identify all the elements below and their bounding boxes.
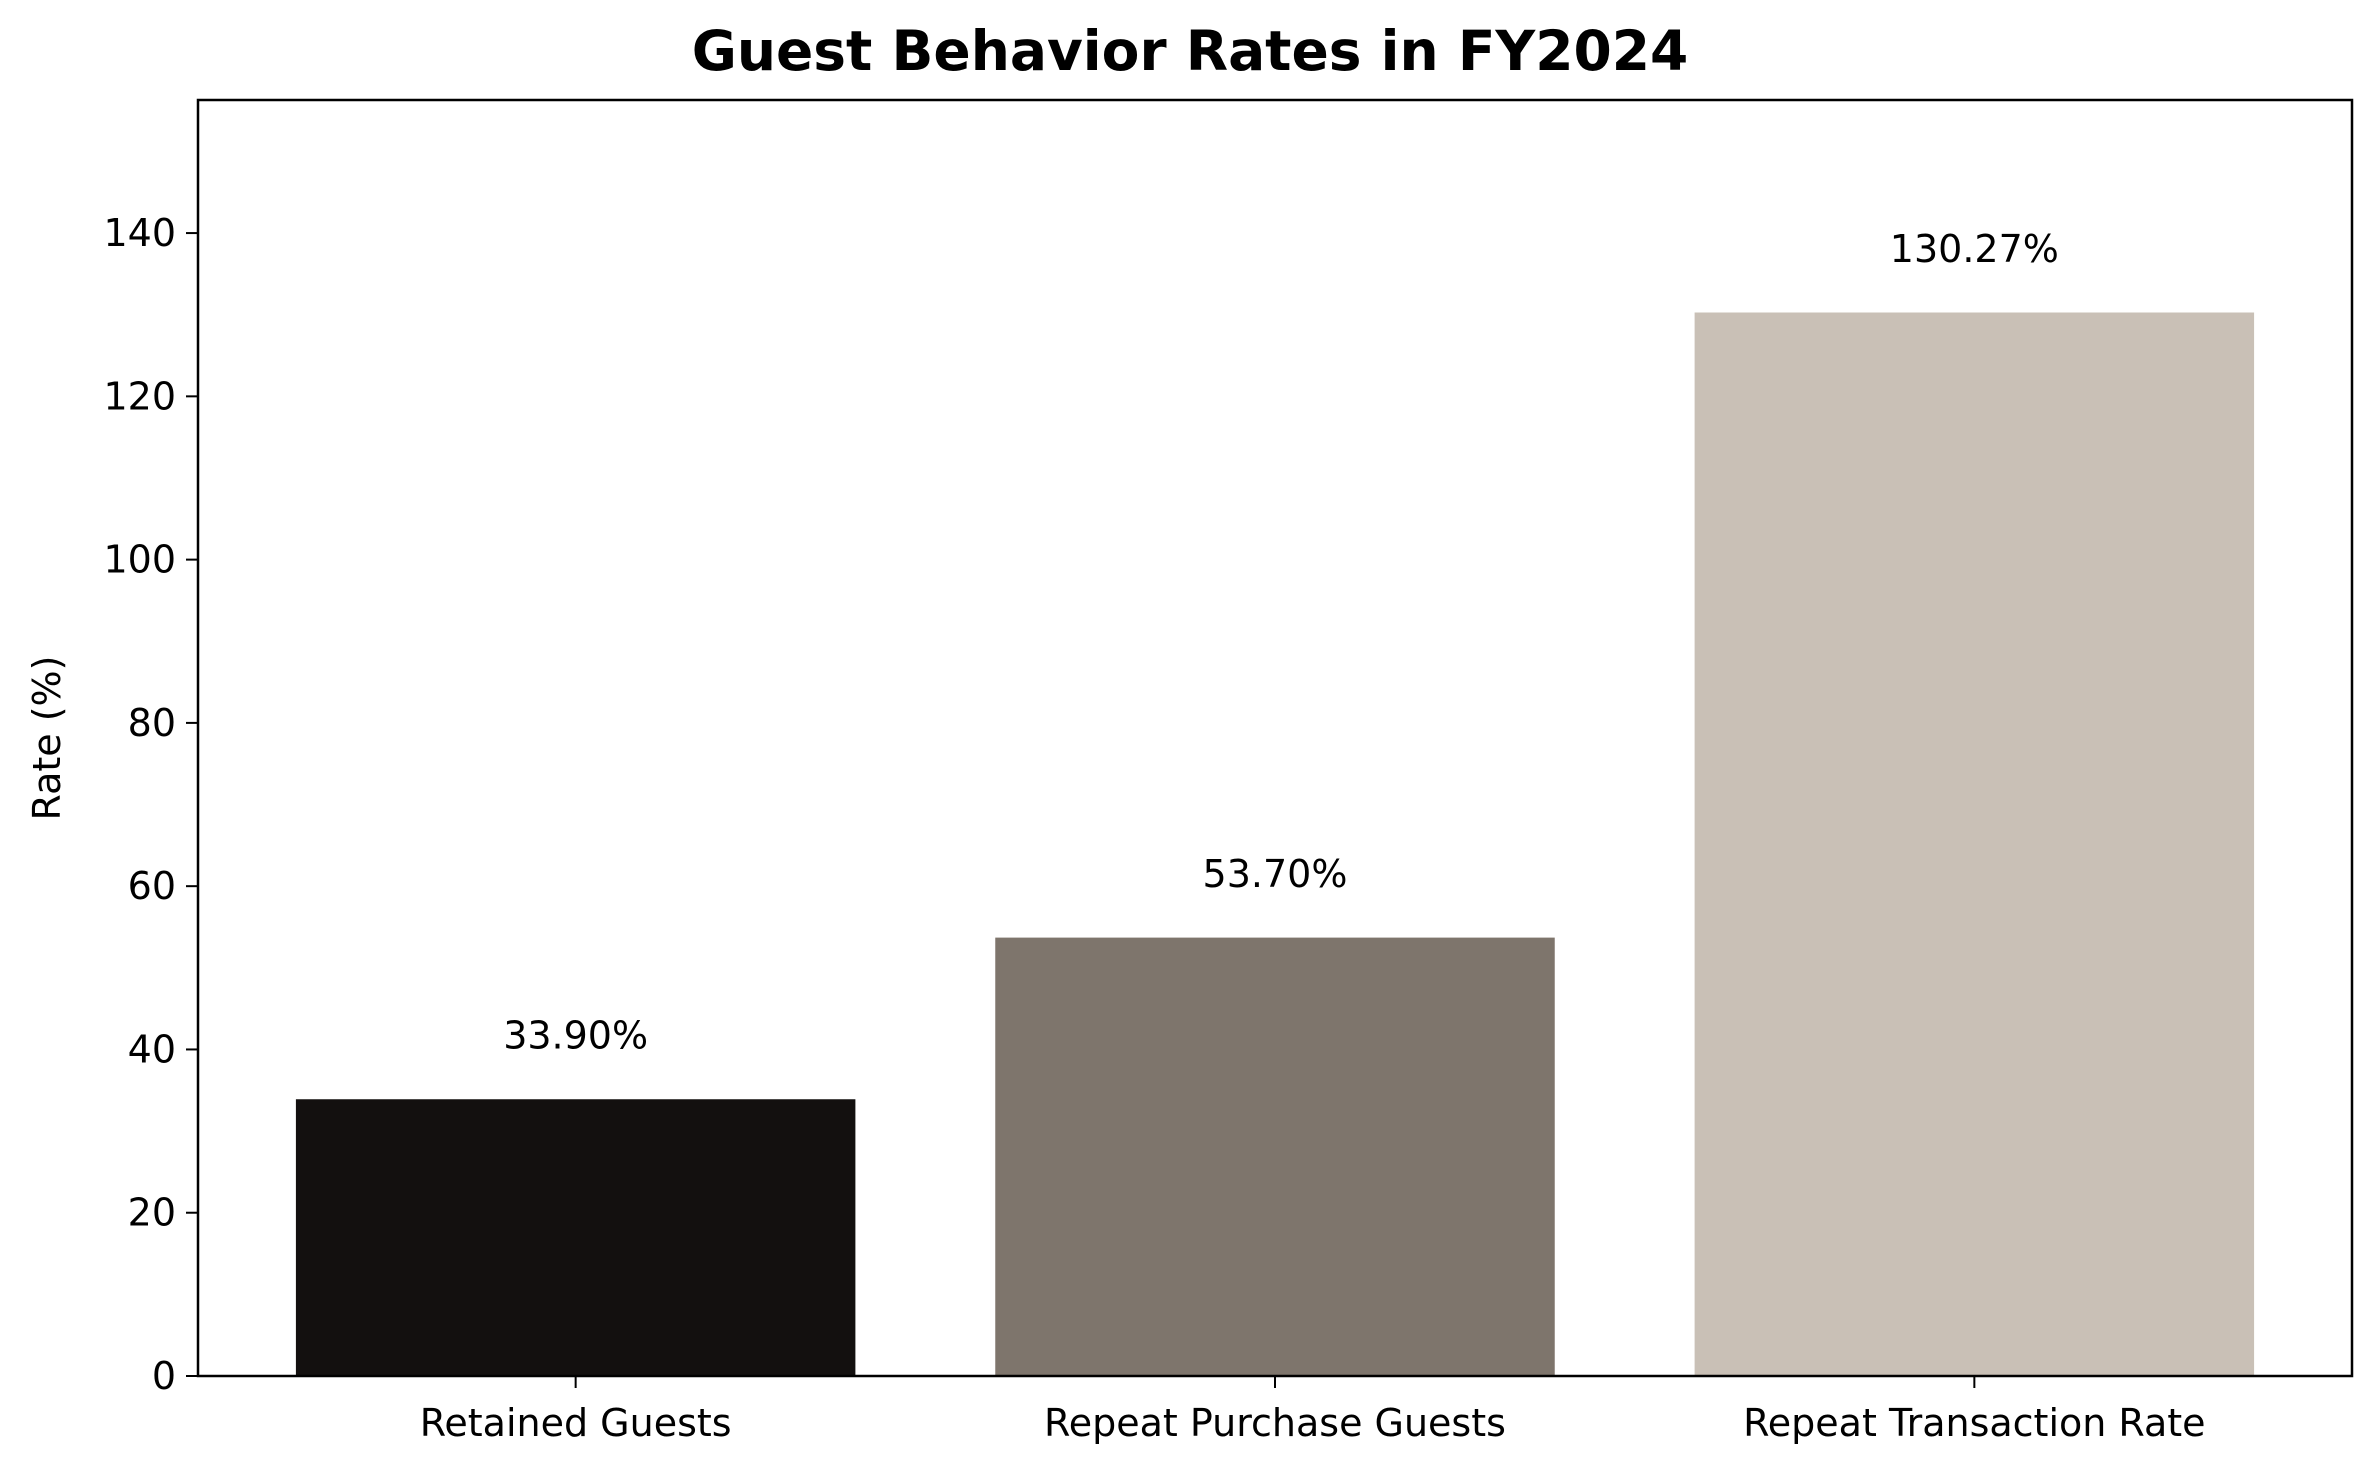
axes-frame bbox=[196, 98, 2354, 1378]
chart-title: Guest Behavior Rates in FY2024 bbox=[692, 19, 1689, 83]
y-tick-label: 60 bbox=[128, 864, 176, 908]
plot-area: 33.90% Retained Guests 53.70% Repeat Purcha… bbox=[103, 98, 2354, 1445]
x-tick-label: Repeat Purchase Guests bbox=[1044, 1401, 1506, 1445]
y-tick-label: 40 bbox=[128, 1027, 176, 1071]
bar-repeat-purchase-guests bbox=[995, 937, 1555, 1376]
bar-retained-guests bbox=[295, 1099, 856, 1376]
x-tick-label: Repeat Transaction Rate bbox=[1743, 1401, 2205, 1445]
y-tick-label: 80 bbox=[128, 701, 176, 745]
data-label: 130.27% bbox=[1890, 227, 2059, 271]
y-tick-label: 0 bbox=[152, 1354, 176, 1398]
y-axis-label: Rate (%) bbox=[25, 656, 69, 821]
y-tick-label: 120 bbox=[103, 374, 176, 418]
y-tick-label: 140 bbox=[103, 211, 176, 255]
x-tick-label: Retained Guests bbox=[420, 1401, 732, 1445]
y-tick-label: 100 bbox=[103, 538, 176, 582]
y-tick-label: 20 bbox=[128, 1191, 176, 1235]
bar-repeat-transaction-rate bbox=[1694, 312, 2255, 1376]
data-label: 53.70% bbox=[1203, 852, 1348, 896]
data-label: 33.90% bbox=[503, 1014, 648, 1058]
